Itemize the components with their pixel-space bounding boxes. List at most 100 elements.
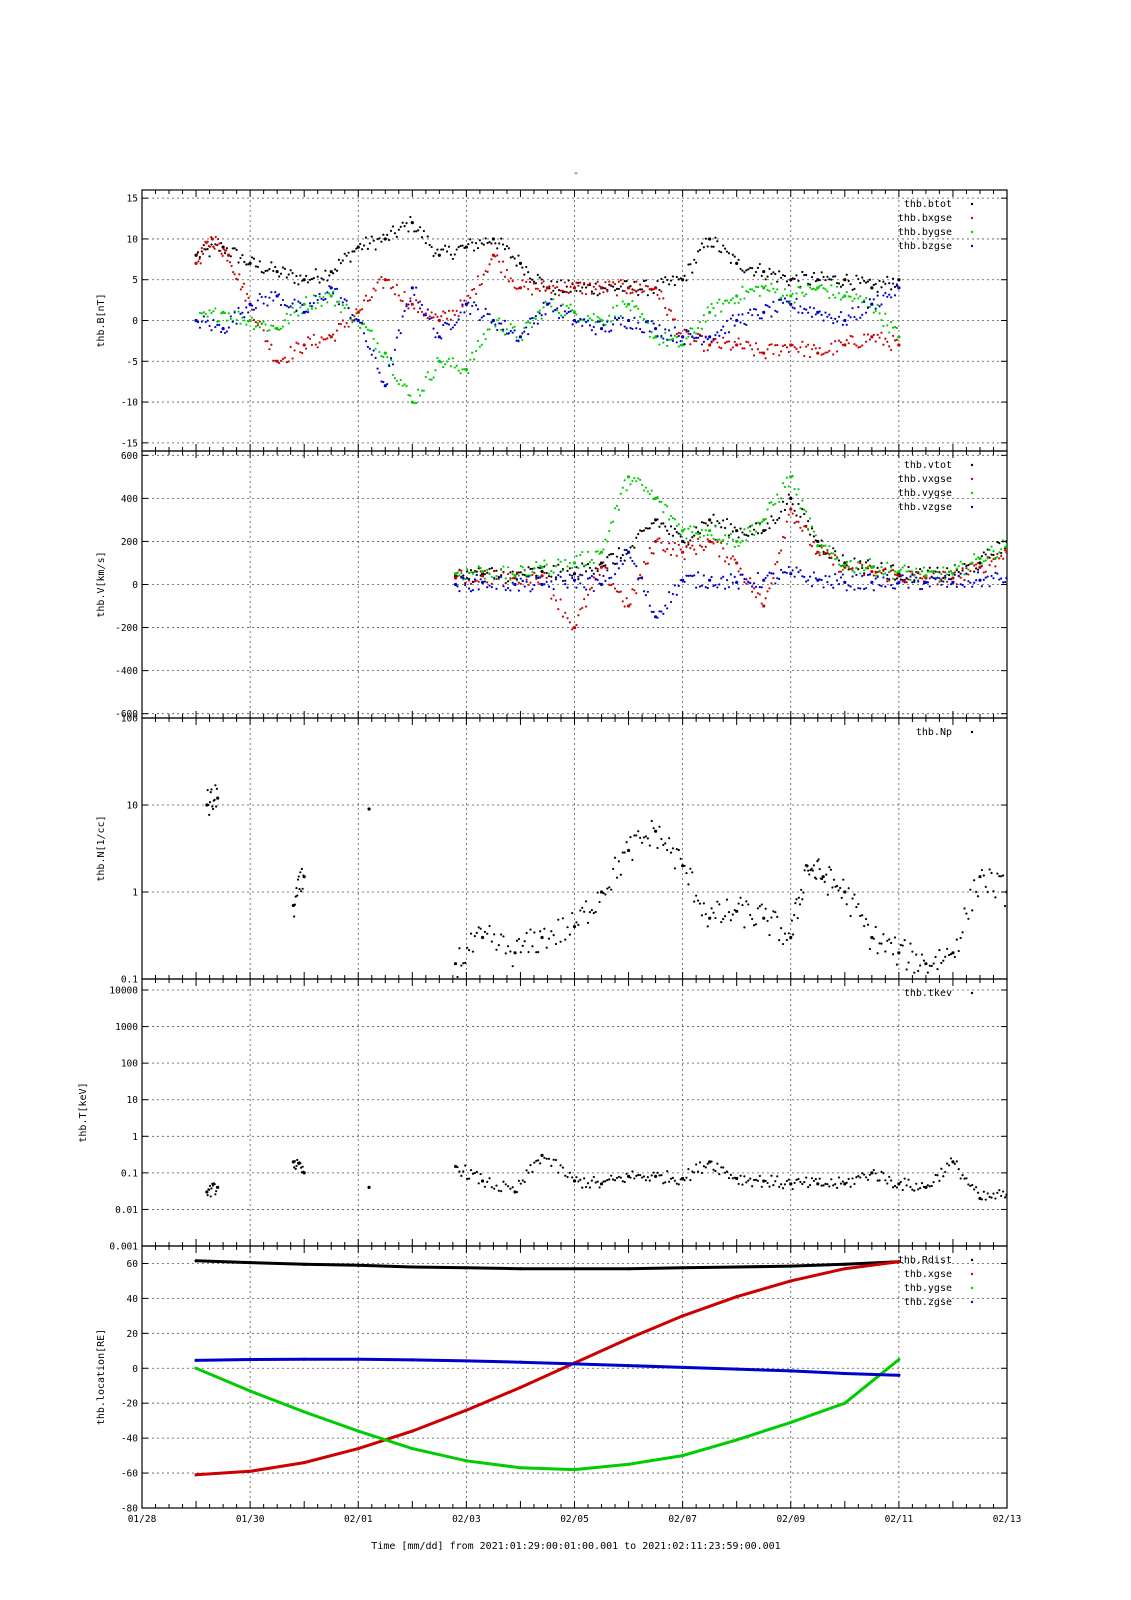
data-point xyxy=(978,565,982,569)
data-point xyxy=(590,318,593,322)
data-point xyxy=(957,1168,960,1171)
series-group xyxy=(194,1259,901,1477)
data-point xyxy=(529,590,532,593)
data-point xyxy=(474,241,478,245)
data-point xyxy=(805,510,808,513)
y-tick-label: -5 xyxy=(127,357,138,368)
data-point xyxy=(822,287,825,290)
data-point xyxy=(598,552,601,555)
data-point xyxy=(467,294,470,297)
data-point xyxy=(720,920,723,924)
data-point xyxy=(635,280,638,283)
data-point xyxy=(704,1166,707,1169)
data-point xyxy=(936,576,939,579)
data-point xyxy=(938,1179,941,1182)
y-tick-label: -600 xyxy=(115,709,138,720)
data-point xyxy=(754,342,758,345)
data-point xyxy=(668,837,671,840)
data-point xyxy=(495,948,498,951)
data-point xyxy=(545,571,548,575)
data-point xyxy=(329,294,333,298)
data-point xyxy=(389,229,393,232)
x-axis-title: Time [mm/dd] from 2021:01:29:00:01:00.00… xyxy=(371,1541,780,1552)
data-point xyxy=(704,545,707,548)
data-point xyxy=(248,1260,252,1265)
data-point xyxy=(214,307,217,310)
data-point xyxy=(893,936,897,939)
data-point xyxy=(693,574,696,577)
data-point xyxy=(533,931,536,934)
data-point xyxy=(296,1158,299,1162)
data-point xyxy=(1003,549,1007,552)
data-point xyxy=(770,1174,773,1177)
data-point xyxy=(789,1369,793,1373)
data-point xyxy=(859,560,862,563)
data-point xyxy=(822,552,825,556)
data-point xyxy=(312,276,315,280)
data-point xyxy=(231,320,234,323)
data-point xyxy=(816,578,820,582)
data-point xyxy=(766,522,769,525)
x-tick-label: 02/09 xyxy=(776,1514,805,1525)
data-point xyxy=(731,314,734,317)
data-point xyxy=(471,1172,475,1175)
data-point xyxy=(816,286,820,290)
data-point xyxy=(781,301,785,304)
data-point xyxy=(355,317,358,321)
data-point xyxy=(511,581,514,584)
data-point xyxy=(760,903,763,906)
x-tick-label: 02/01 xyxy=(344,1514,373,1525)
data-point xyxy=(920,577,924,580)
data-point xyxy=(702,521,705,524)
data-point xyxy=(458,590,461,593)
data-point xyxy=(534,315,537,318)
data-point xyxy=(812,271,816,275)
data-point xyxy=(778,354,781,357)
data-point xyxy=(223,251,227,255)
data-point xyxy=(631,291,634,294)
data-point xyxy=(737,337,740,340)
data-point xyxy=(834,1183,837,1186)
data-point xyxy=(720,328,723,332)
data-point xyxy=(233,247,236,250)
data-point xyxy=(581,906,584,909)
data-point xyxy=(818,868,821,871)
data-point xyxy=(685,328,688,332)
y-tick-label: -60 xyxy=(121,1469,138,1480)
data-point xyxy=(849,567,852,571)
data-point xyxy=(789,302,793,306)
data-point xyxy=(208,245,212,248)
data-point xyxy=(783,274,787,278)
data-point xyxy=(478,345,481,348)
data-point xyxy=(696,250,700,253)
data-point xyxy=(291,302,294,305)
data-point xyxy=(820,877,824,881)
data-point xyxy=(248,318,252,323)
data-point xyxy=(279,303,283,307)
data-point xyxy=(296,878,300,881)
data-point xyxy=(547,585,551,588)
data-point xyxy=(550,291,553,294)
data-point xyxy=(749,266,752,269)
data-point xyxy=(901,580,904,583)
data-point xyxy=(681,278,685,282)
data-point xyxy=(986,890,989,894)
data-point xyxy=(586,921,590,924)
data-point xyxy=(691,335,694,338)
data-point xyxy=(642,489,646,492)
data-point xyxy=(295,309,298,313)
data-point xyxy=(768,571,771,574)
data-point xyxy=(572,1467,577,1472)
data-point xyxy=(662,612,665,615)
data-point xyxy=(845,1181,848,1184)
data-point xyxy=(975,567,978,570)
data-point xyxy=(772,271,775,274)
data-point xyxy=(285,276,288,279)
data-point xyxy=(951,951,955,955)
data-point xyxy=(479,578,482,581)
data-point xyxy=(496,254,499,257)
series-group xyxy=(205,1153,1007,1201)
data-point xyxy=(714,583,717,587)
series-thb-vzgse xyxy=(453,548,1007,619)
